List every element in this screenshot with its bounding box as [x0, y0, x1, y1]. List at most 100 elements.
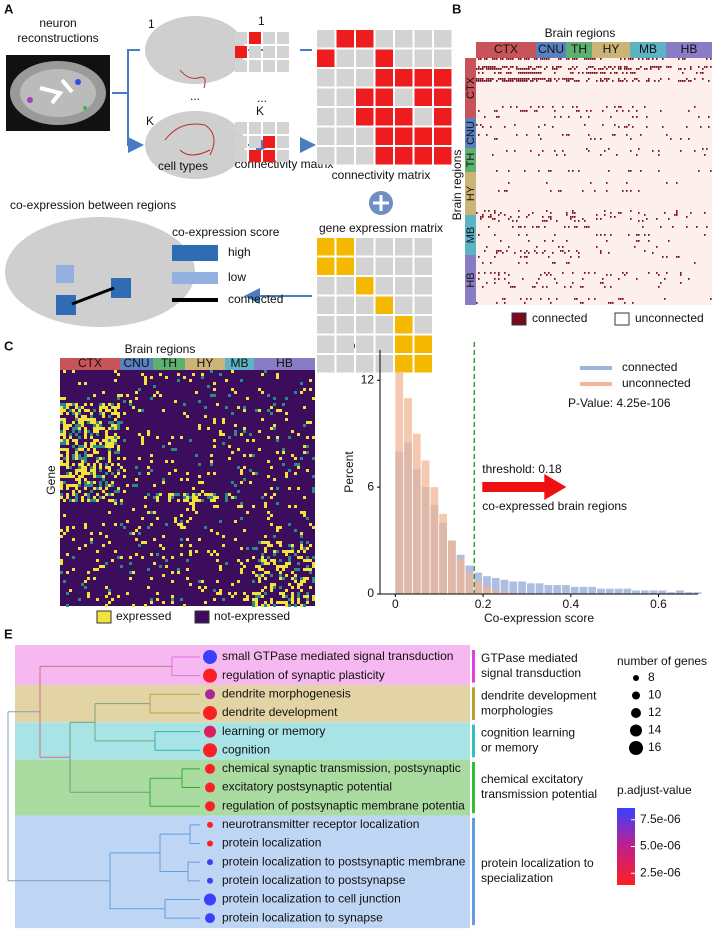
heatmap-cell — [162, 574, 165, 577]
heatmap-cell — [276, 550, 279, 553]
heatmap-cell — [614, 134, 616, 136]
heatmap-cell — [510, 286, 512, 288]
bar — [491, 577, 500, 594]
heatmap-cell — [222, 544, 225, 547]
heatmap-cell — [642, 220, 644, 222]
heatmap-cell — [108, 445, 111, 448]
heatmap-cell — [93, 451, 96, 454]
heatmap-cell — [484, 250, 486, 252]
matrix-cell — [356, 277, 374, 295]
heatmap-cell — [558, 58, 560, 60]
heatmap-cell — [66, 592, 69, 595]
heatmap-cell — [66, 457, 69, 460]
heatmap-cell — [478, 256, 480, 258]
heatmap-cell — [312, 457, 315, 460]
heatmap-cell — [618, 80, 620, 82]
matrix-cell — [375, 277, 393, 295]
heatmap-cell — [177, 523, 180, 526]
heatmap-cell — [261, 391, 264, 394]
heatmap-cell — [90, 481, 93, 484]
cluster-band — [15, 815, 470, 929]
heatmap-cell — [602, 278, 604, 280]
panel-label: B — [452, 1, 461, 16]
heatmap-cell — [72, 454, 75, 457]
heatmap-cell — [680, 150, 682, 152]
heatmap-cell — [117, 490, 120, 493]
heatmap-cell — [309, 559, 312, 562]
heatmap-cell — [504, 214, 506, 216]
heatmap-cell — [162, 478, 165, 481]
heatmap-cell — [111, 484, 114, 487]
heatmap-cell — [243, 406, 246, 409]
matrix-cell — [434, 88, 452, 106]
heatmap-cell — [66, 412, 69, 415]
heatmap-cell — [602, 68, 604, 70]
matrix-cell — [277, 136, 289, 148]
heatmap-cell — [126, 520, 129, 523]
heatmap-cell — [520, 72, 522, 74]
heatmap-cell — [111, 481, 114, 484]
heatmap-cell — [306, 577, 309, 580]
heatmap-cell — [240, 481, 243, 484]
heatmap-cell — [548, 298, 550, 300]
heatmap-cell — [111, 442, 114, 445]
heatmap-cell — [616, 154, 618, 156]
heatmap-cell — [63, 499, 66, 502]
heatmap-cell — [536, 78, 538, 80]
heatmap-cell — [291, 550, 294, 553]
heatmap-cell — [578, 256, 580, 258]
heatmap-cell — [114, 379, 117, 382]
heatmap-cell — [608, 78, 610, 80]
heatmap-cell — [490, 68, 492, 70]
heatmap-cell — [297, 562, 300, 565]
heatmap-cell — [243, 409, 246, 412]
heatmap-cell — [518, 210, 520, 212]
matrix-cell — [336, 147, 354, 165]
heatmap-cell — [183, 376, 186, 379]
y-tick-label: 0 — [367, 586, 374, 600]
heatmap-cell — [75, 415, 78, 418]
heatmap-cell — [234, 538, 237, 541]
heatmap-cell — [658, 150, 660, 152]
heatmap-cell — [562, 106, 564, 108]
bar — [588, 586, 597, 594]
heatmap-cell — [606, 240, 608, 242]
matrix-cell — [336, 316, 354, 334]
heatmap-cell — [114, 406, 117, 409]
heatmap-cell — [694, 78, 696, 80]
heatmap-cell — [102, 496, 105, 499]
heatmap-cell — [690, 80, 692, 82]
heatmap-cell — [644, 106, 646, 108]
heatmap-cell — [78, 547, 81, 550]
matrix-cell — [235, 60, 247, 72]
matrix-cell — [317, 49, 335, 67]
heatmap-cell — [273, 562, 276, 565]
heatmap-cell — [538, 170, 540, 172]
label: CTX — [78, 356, 102, 370]
heatmap-cell — [297, 586, 300, 589]
heatmap-cell — [198, 400, 201, 403]
heatmap-cell — [570, 78, 572, 80]
heatmap-cell — [506, 58, 508, 60]
heatmap-cell — [105, 472, 108, 475]
heatmap-cell — [111, 403, 114, 406]
heatmap-cell — [586, 68, 588, 70]
x-tick-label: 0.4 — [562, 597, 579, 611]
matrix-cell — [414, 147, 432, 165]
heatmap-cell — [285, 412, 288, 415]
heatmap-cell — [520, 256, 522, 258]
heatmap-cell — [66, 529, 69, 532]
heatmap-cell — [264, 547, 267, 550]
matrix-cell — [317, 88, 335, 106]
heatmap-cell — [99, 403, 102, 406]
heatmap-cell — [144, 541, 147, 544]
heatmap-cell — [498, 68, 500, 70]
heatmap-cell — [249, 469, 252, 472]
heatmap-cell — [231, 412, 234, 415]
heatmap-cell — [60, 439, 63, 442]
label: low — [228, 270, 246, 284]
heatmap-cell — [69, 589, 72, 592]
size-legend-dot — [631, 708, 641, 718]
heatmap-cell — [252, 601, 255, 604]
